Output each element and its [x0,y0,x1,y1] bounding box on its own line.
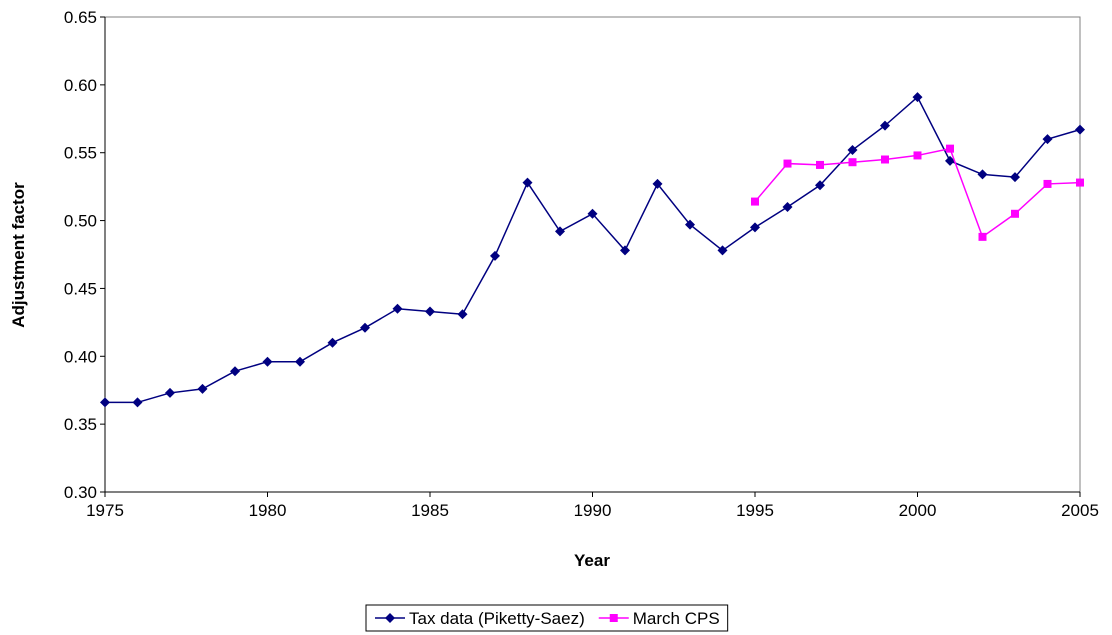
point [392,303,403,314]
point [1043,179,1052,188]
point [490,250,500,261]
legend-label: Tax data (Piketty-Saez) [409,609,585,628]
point [782,202,793,212]
legend: Tax data (Piketty-Saez) March CPS [365,604,729,632]
y-axis-title: Adjustment factor [9,182,28,328]
x-tick-label: 1985 [411,501,449,520]
x-tick-label: 1980 [249,501,287,520]
plot-frame [104,16,1081,493]
point [751,197,759,206]
point [1010,172,1020,183]
point [717,245,728,256]
point [360,322,370,333]
point [165,387,175,398]
point [978,232,987,241]
x-tick-label: 1990 [574,501,612,520]
y-tick-label: 0.60 [64,76,97,95]
point [880,120,890,131]
y-tick-label: 0.30 [64,483,97,502]
point [587,208,598,219]
point [881,155,889,164]
series-line [754,147,1081,239]
point [652,178,663,189]
y-tick-label: 0.65 [64,8,97,27]
point [912,92,923,103]
legend-box [365,604,729,632]
point [295,356,305,367]
y-tick-label: 0.45 [64,279,97,298]
series-line [105,95,1081,404]
point [815,180,825,191]
legend-marker [609,614,618,622]
x-tick-label: 1975 [86,501,124,520]
point [620,245,630,256]
y-tick-label: 0.50 [64,212,97,231]
point [1075,124,1085,135]
point [262,356,273,367]
point [132,397,143,408]
point [685,219,695,230]
x-tick-label: 2005 [1061,501,1099,520]
legend-marker [385,613,395,623]
point [197,383,208,394]
point [1042,134,1053,145]
point [230,366,240,377]
legend-label: March CPS [633,609,720,628]
y-tick-label: 0.55 [64,144,97,163]
point [100,397,110,408]
y-tick-label: 0.35 [64,415,97,434]
point [816,160,824,169]
point [977,169,988,180]
point [848,158,857,167]
point [327,337,338,348]
point [847,145,858,155]
point [945,155,955,166]
point [555,226,565,237]
point [750,222,760,233]
x-tick-label: 1995 [736,501,774,520]
point [913,151,922,160]
point [783,159,792,168]
x-axis-title: Year [574,551,610,570]
point [1011,209,1019,218]
point [1076,178,1084,187]
point [522,177,533,188]
y-tick-label: 0.40 [64,347,97,366]
x-tick-label: 2000 [899,501,937,520]
point [425,306,435,317]
point [946,144,954,153]
point [457,309,468,320]
